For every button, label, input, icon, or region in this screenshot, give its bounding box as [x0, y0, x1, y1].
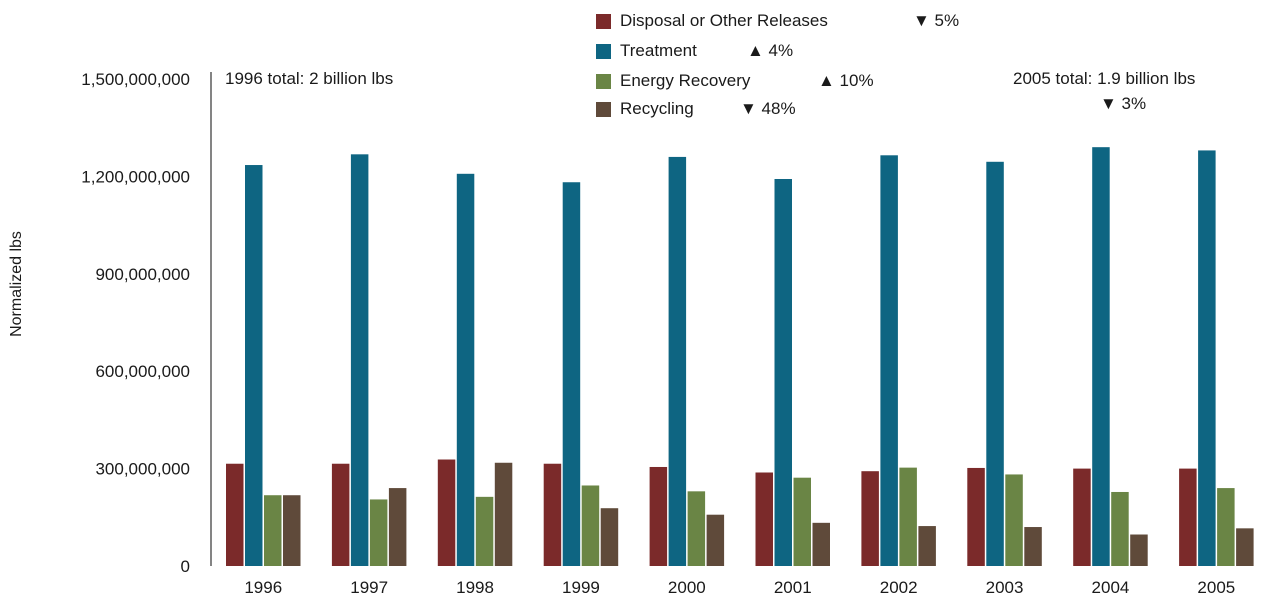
legend-swatch-recycling	[596, 101, 611, 117]
bar-energy-recovery-2003	[1005, 474, 1023, 566]
legend-label-disposal: Disposal or Other Releases	[620, 11, 828, 30]
y-tick-label: 300,000,000	[95, 460, 190, 479]
bar-recycling-2000	[706, 514, 725, 566]
bar-recycling-2003	[1024, 527, 1042, 566]
bar-treatment-1997	[350, 154, 369, 566]
bar-treatment-2004	[1092, 147, 1110, 566]
bar-energy-recovery-1999	[581, 485, 600, 566]
y-tick-label: 1,200,000,000	[81, 167, 190, 186]
legend-label-energy-recovery: Energy Recovery	[620, 71, 751, 90]
bar-disposal-2005	[1179, 468, 1197, 566]
bar-energy-recovery-1997	[369, 499, 388, 566]
bar-treatment-2000	[668, 156, 687, 567]
bar-recycling-1996	[283, 495, 301, 566]
bar-recycling-1998	[494, 462, 513, 566]
legend-swatch-energy-recovery	[596, 73, 611, 89]
bar-disposal-1998	[437, 459, 456, 566]
bar-recycling-2001	[812, 522, 830, 566]
legend-change-recycling: ▼ 48%	[740, 99, 796, 118]
legend-change-disposal: ▼ 5%	[913, 11, 960, 30]
x-tick-label: 2000	[668, 578, 706, 596]
x-tick-label: 2005	[1197, 578, 1235, 596]
bar-disposal-1999	[543, 463, 562, 566]
bar-treatment-2003	[986, 161, 1004, 567]
x-tick-label: 2001	[774, 578, 812, 596]
bar-energy-recovery-2002	[899, 467, 917, 566]
bar-recycling-1997	[388, 488, 407, 566]
annotation-2005-change: ▼ 3%	[1100, 94, 1147, 113]
x-tick-label: 2002	[880, 578, 918, 596]
y-tick-label: 900,000,000	[95, 265, 190, 284]
legend-item-treatment: Treatment	[596, 40, 697, 62]
bar-recycling-2002	[918, 526, 936, 566]
bar-disposal-2004	[1073, 468, 1091, 566]
legend-label-treatment: Treatment	[620, 41, 697, 60]
bar-disposal-2001	[755, 472, 773, 566]
bar-disposal-2003	[967, 467, 985, 566]
bar-disposal-1996	[226, 463, 244, 566]
x-tick-label: 1998	[456, 578, 494, 596]
bar-treatment-1998	[456, 173, 475, 566]
x-tick-label: 1996	[244, 578, 282, 596]
bar-recycling-2004	[1130, 534, 1148, 566]
annotation-2005-total: 2005 total: 1.9 billion lbs	[1013, 69, 1196, 88]
bar-recycling-1999	[600, 508, 619, 566]
bar-treatment-2002	[880, 155, 898, 566]
legend-change-energy-recovery: ▲ 10%	[818, 71, 874, 90]
legend-item-energy-recovery: Energy Recovery	[596, 70, 750, 92]
bar-energy-recovery-2001	[793, 477, 811, 566]
x-tick-label: 2003	[986, 578, 1024, 596]
bar-treatment-2005	[1198, 150, 1216, 566]
legend-change-treatment: ▲ 4%	[747, 41, 794, 60]
legend-swatch-treatment	[596, 43, 611, 59]
bar-energy-recovery-2005	[1217, 488, 1235, 566]
bar-recycling-2005	[1236, 528, 1254, 566]
bar-energy-recovery-1998	[475, 496, 494, 566]
bar-energy-recovery-1996	[264, 495, 282, 566]
bar-disposal-2002	[861, 471, 879, 566]
legend-item-disposal: Disposal or Other Releases	[596, 10, 828, 32]
legend-label-recycling: Recycling	[620, 99, 694, 118]
bar-disposal-2000	[649, 466, 668, 566]
bar-treatment-2001	[774, 178, 792, 567]
x-tick-label: 2004	[1092, 578, 1130, 596]
y-tick-label: 1,500,000,000	[81, 70, 190, 89]
legend-item-recycling: Recycling	[596, 98, 694, 120]
legend-swatch-disposal	[596, 13, 611, 29]
bar-energy-recovery-2000	[687, 491, 706, 566]
bar-energy-recovery-2004	[1111, 491, 1129, 566]
x-tick-label: 1997	[350, 578, 388, 596]
y-tick-label: 0	[181, 557, 190, 576]
y-axis-title: Normalized lbs	[8, 231, 25, 337]
bar-treatment-1999	[562, 182, 581, 566]
x-tick-label: 1999	[562, 578, 600, 596]
bar-disposal-1997	[331, 463, 350, 566]
annotation-1996-total: 1996 total: 2 billion lbs	[225, 69, 394, 88]
bar-treatment-1996	[245, 165, 263, 566]
y-tick-label: 600,000,000	[95, 362, 190, 381]
